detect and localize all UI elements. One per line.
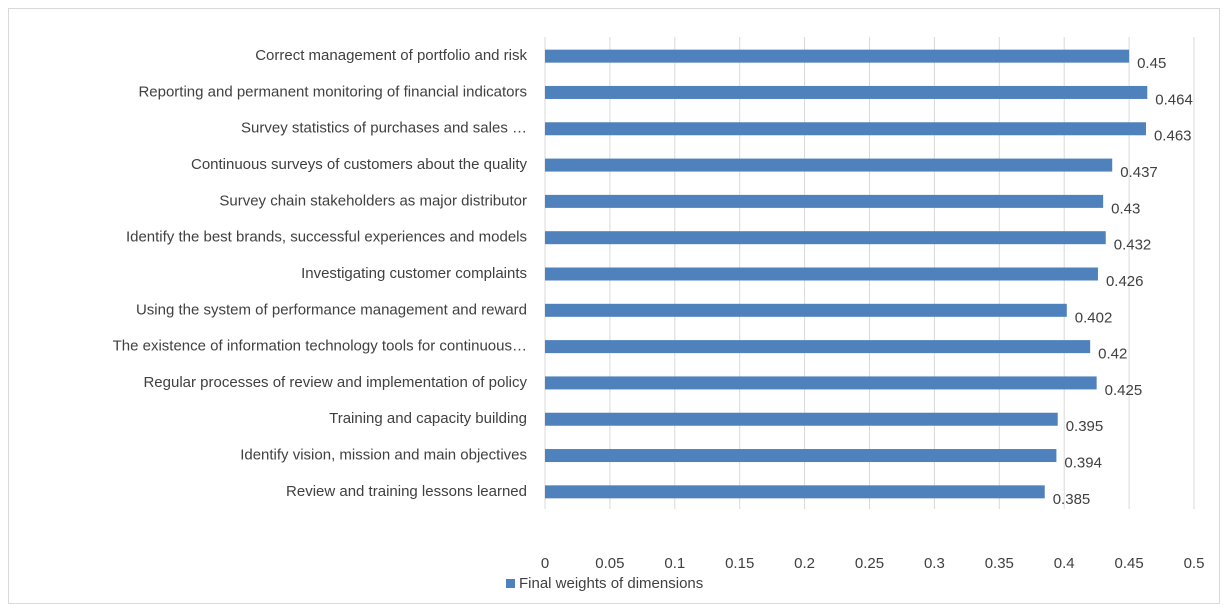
y-tick-label: Correct management of portfolio and risk [255,47,527,64]
y-tick-label: Investigating customer complaints [301,265,527,282]
bar [545,340,1091,354]
legend-label: Final weights of dimensions [519,575,703,592]
bar [545,303,1067,317]
x-tick-label: 0.05 [595,555,624,572]
data-label: 0.464 [1155,91,1193,108]
bar [545,485,1045,499]
y-tick-label: Identify vision, mission and main object… [240,447,527,464]
x-tick-label: 0.35 [985,555,1014,572]
data-label: 0.463 [1154,128,1192,145]
x-tick-label: 0.4 [1054,555,1075,572]
bar [545,158,1113,172]
bar [545,231,1106,245]
bar [545,449,1057,463]
data-label: 0.432 [1114,237,1152,254]
data-label: 0.43 [1111,200,1140,217]
data-label: 0.395 [1066,418,1104,435]
data-label: 0.394 [1064,455,1102,472]
data-label: 0.385 [1053,491,1091,508]
x-tick-label: 0.1 [664,555,685,572]
y-tick-label: Reporting and permanent monitoring of fi… [138,83,527,100]
data-label: 0.426 [1106,273,1144,290]
y-tick-label: Survey statistics of purchases and sales… [241,120,527,137]
x-tick-label: 0 [541,555,549,572]
x-tick-label: 0.3 [924,555,945,572]
bar [545,412,1058,426]
bar [545,376,1097,390]
x-tick-label: 0.5 [1184,555,1205,572]
y-tick-label: Identify the best brands, successful exp… [126,229,527,246]
y-tick-label: The existence of information technology … [113,338,527,355]
legend-swatch [506,579,515,588]
x-tick-label: 0.2 [794,555,815,572]
x-tick-label: 0.45 [1114,555,1143,572]
data-label: 0.437 [1120,164,1158,181]
bar [545,49,1130,63]
data-label: 0.402 [1075,309,1113,326]
data-label: 0.425 [1105,382,1143,399]
y-tick-label: Continuous surveys of customers about th… [191,156,528,173]
bar [545,122,1146,136]
bar [545,85,1148,99]
y-tick-label: Training and capacity building [329,410,527,427]
x-tick-label: 0.15 [725,555,754,572]
bar [545,267,1098,281]
y-tick-label: Survey chain stakeholders as major distr… [219,192,527,209]
data-label: 0.42 [1098,346,1127,363]
y-tick-label: Review and training lessons learned [286,483,527,500]
y-tick-label: Using the system of performance manageme… [136,301,527,318]
y-tick-label: Regular processes of review and implemen… [143,374,527,391]
data-label: 0.45 [1137,55,1166,72]
x-tick-label: 0.25 [855,555,884,572]
bar [545,194,1104,208]
